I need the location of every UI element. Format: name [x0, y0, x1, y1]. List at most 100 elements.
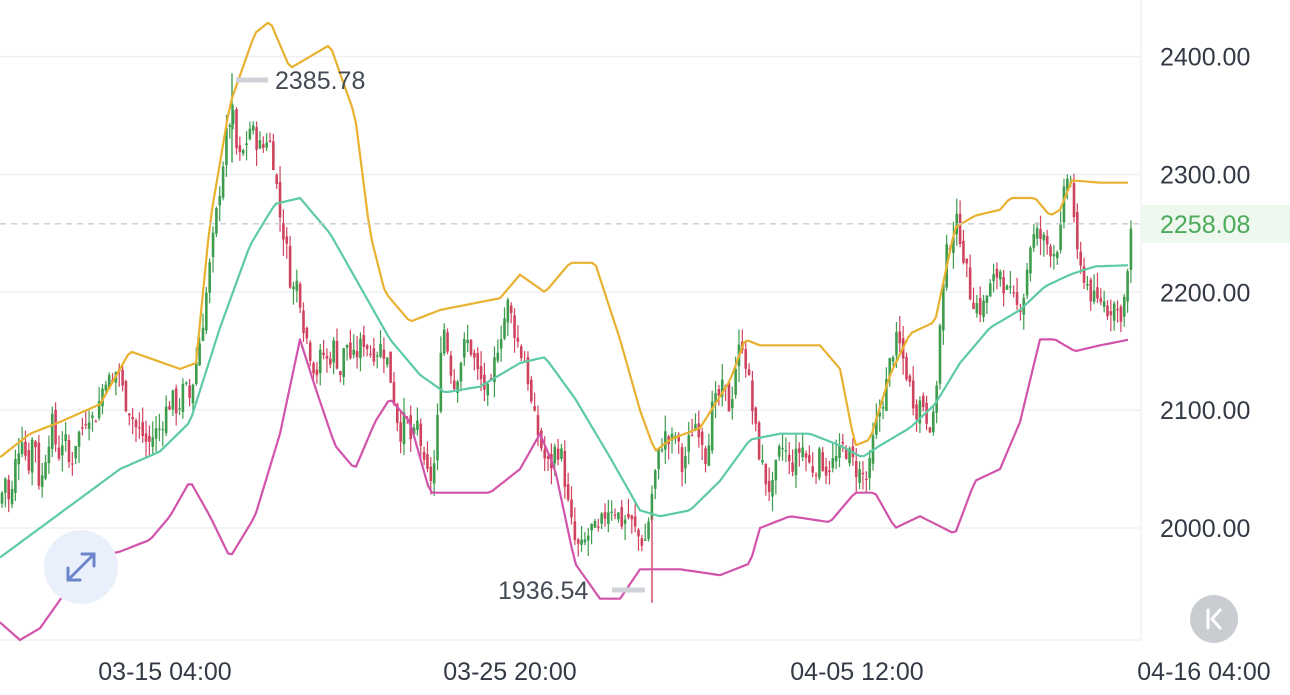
candle-body [91, 415, 94, 419]
candle-body [637, 529, 640, 537]
candle-body [918, 400, 922, 424]
candle-body [325, 355, 329, 359]
candle-body [1055, 252, 1059, 258]
candle-body [791, 462, 794, 472]
candle-body [801, 447, 804, 458]
time-tick-label: 03-25 20:00 [443, 658, 576, 686]
candle-body [268, 140, 272, 142]
expand-button[interactable] [44, 530, 118, 604]
candle-body [369, 353, 372, 355]
candle-body [7, 479, 10, 500]
candle-body [506, 299, 510, 323]
candle-body [382, 349, 386, 359]
candle-body [71, 463, 74, 465]
high-price-label: 2385.78 [275, 67, 365, 95]
candle-body [24, 441, 27, 456]
candle-body [978, 298, 982, 315]
candle-body [911, 380, 915, 409]
candle-body [885, 379, 888, 411]
candle-body [999, 271, 1002, 280]
candle-body [962, 240, 965, 263]
candle-body [814, 474, 818, 476]
candle-body [1119, 306, 1123, 322]
price-tick-label: 2100.00 [1160, 397, 1250, 425]
candle-body [61, 445, 64, 456]
candle-body [238, 145, 242, 153]
candle-body [771, 479, 774, 497]
candle-body [456, 381, 459, 393]
price-tick-label: 2200.00 [1160, 279, 1250, 307]
candle-body [262, 144, 265, 148]
candle-body [781, 448, 784, 450]
candle-body [188, 385, 191, 398]
candle-body [429, 466, 433, 482]
candle-body [653, 470, 657, 489]
candle-body [754, 407, 758, 424]
candle-body [576, 539, 580, 544]
candle-body [251, 125, 255, 131]
candle-body [101, 388, 104, 407]
candle-body [154, 428, 158, 439]
candle-body [124, 381, 128, 412]
candle-body [459, 362, 463, 382]
candle-body [1039, 229, 1042, 239]
candle-body [389, 351, 392, 383]
candle-body [84, 424, 88, 426]
candle-body [553, 446, 557, 464]
candle-body [228, 125, 232, 127]
candle-body [235, 109, 238, 149]
candle-body [761, 460, 764, 463]
candle-body [322, 352, 325, 356]
candle-body [231, 109, 235, 124]
candle-body [1059, 224, 1062, 250]
candle-body [650, 493, 654, 520]
candle-body [714, 393, 717, 404]
candle-body [573, 521, 577, 541]
candle-body [697, 423, 701, 438]
candle-body [416, 420, 419, 430]
candle-body [1092, 290, 1096, 302]
candle-body [610, 511, 613, 513]
candle-body [298, 283, 302, 308]
candle-body [168, 406, 171, 410]
candle-body [1096, 287, 1099, 299]
candle-body [1099, 298, 1103, 302]
candle-body [690, 435, 694, 437]
candle-body [1012, 292, 1015, 294]
candle-body [265, 142, 268, 148]
candle-body [958, 213, 962, 244]
candle-body [704, 448, 707, 464]
candle-body [352, 349, 356, 355]
candle-body [921, 395, 925, 408]
candle-body [205, 292, 208, 331]
candle-body [798, 448, 801, 453]
candle-body [285, 236, 289, 244]
candle-body [40, 475, 44, 487]
candle-body [821, 452, 825, 471]
candle-body [138, 427, 141, 429]
candle-body [888, 358, 892, 377]
candle-body [442, 329, 446, 354]
candle-body [218, 195, 222, 206]
price-tick-label: 2400.00 [1160, 44, 1250, 72]
candle-body [988, 283, 992, 297]
candle-body [396, 404, 399, 424]
candle-body [278, 181, 282, 218]
candle-body [335, 340, 339, 369]
candle-body [643, 539, 647, 541]
candle-body [875, 418, 878, 435]
candle-body [362, 335, 366, 347]
candle-body [208, 262, 211, 293]
candle-body [422, 451, 426, 460]
candle-body [657, 447, 660, 470]
candle-body [402, 412, 406, 445]
back-to-latest-button[interactable] [1190, 595, 1238, 643]
candle-body [161, 429, 165, 431]
candle-body [928, 427, 932, 433]
candle-body [412, 427, 416, 435]
candle-body [349, 342, 352, 359]
candle-body [81, 427, 84, 429]
candle-body [499, 339, 503, 349]
candle-body [1062, 186, 1066, 223]
